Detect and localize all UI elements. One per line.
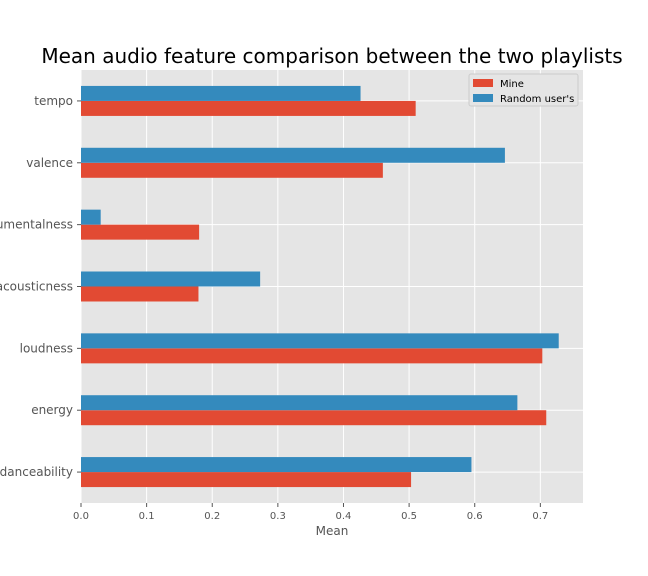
bar-mine: [81, 100, 416, 116]
bar-mine: [81, 410, 547, 426]
y-tick-label: instrumentalness: [0, 218, 73, 232]
bar-random-user: [81, 209, 101, 225]
legend-label: Mine: [500, 79, 524, 90]
bar-mine: [81, 286, 199, 302]
y-tick-label: energy: [31, 403, 73, 417]
x-tick-label: 0.5: [401, 511, 417, 522]
chart-title: Mean audio feature comparison between th…: [41, 44, 622, 68]
x-tick-label: 0.1: [139, 511, 155, 522]
bar-mine: [81, 224, 200, 240]
bar-random-user: [81, 85, 361, 101]
y-axis-ticks: danceability energy loudness acousticness in…: [0, 94, 81, 479]
y-tick-label: loudness: [20, 341, 73, 355]
bar-random-user: [81, 333, 559, 349]
bar-random-user: [81, 457, 472, 473]
bar-random-user: [81, 147, 505, 163]
bars: [81, 85, 559, 488]
y-tick-label: danceability: [0, 465, 73, 479]
legend-label: Random user's: [500, 94, 574, 105]
legend-box: [468, 73, 579, 107]
bar-mine: [81, 472, 412, 488]
y-tick-label: acousticness: [0, 280, 73, 294]
x-axis-ticks: 0.0 0.1 0.2 0.3 0.4 0.5 0.6 0.7: [73, 503, 548, 522]
bar-random-user: [81, 395, 518, 411]
x-tick-label: 0.7: [532, 511, 548, 522]
y-tick-label: valence: [26, 156, 73, 170]
x-tick-label: 0.3: [270, 511, 286, 522]
x-tick-label: 0.4: [336, 511, 352, 522]
y-tick-label: tempo: [34, 94, 73, 108]
legend: Mine Random user's: [468, 73, 579, 107]
bar-random-user: [81, 271, 261, 287]
legend-swatch: [473, 94, 493, 102]
x-tick-label: 0.6: [467, 511, 483, 522]
x-axis-label: Mean: [316, 524, 349, 538]
bar-mine: [81, 162, 383, 178]
x-tick-label: 0.2: [204, 511, 220, 522]
bar-mine: [81, 348, 543, 364]
x-tick-label: 0.0: [73, 511, 89, 522]
legend-swatch: [473, 79, 493, 87]
